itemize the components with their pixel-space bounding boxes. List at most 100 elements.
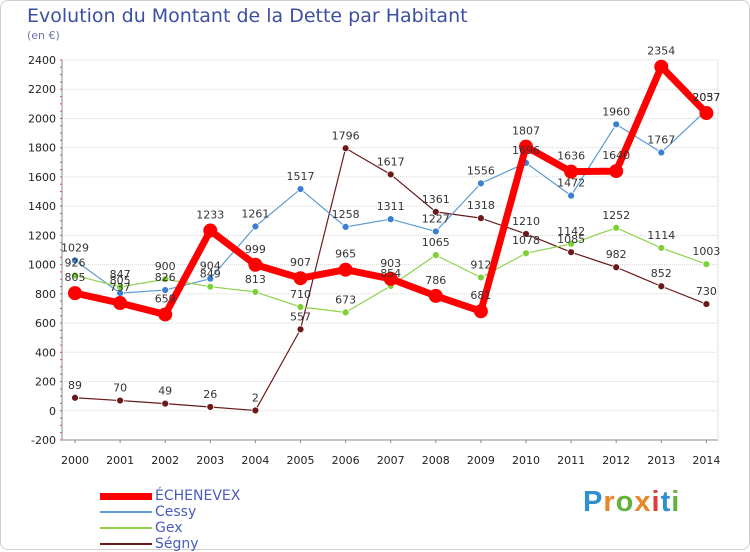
legend-label: Cessy <box>155 504 197 520</box>
data-point <box>657 282 666 291</box>
data-label: 903 <box>380 257 401 270</box>
legend-item: Cessy <box>100 504 240 520</box>
data-label: 999 <box>245 243 266 256</box>
data-label: 1261 <box>241 207 269 220</box>
data-point <box>476 273 485 282</box>
data-point <box>338 262 353 277</box>
data-label: 89 <box>68 379 82 392</box>
data-label: 70 <box>113 382 127 395</box>
data-point <box>251 288 260 296</box>
data-label: 847 <box>110 268 131 281</box>
data-label: 1029 <box>61 241 89 254</box>
data-label: 659 <box>155 292 176 305</box>
y-tick-label: 1800 <box>28 142 56 155</box>
data-label: 904 <box>200 260 221 273</box>
data-point <box>609 164 624 179</box>
x-tick-label: 2004 <box>241 454 269 467</box>
data-label: 1361 <box>422 193 450 206</box>
data-point <box>161 286 170 294</box>
data-point <box>206 282 215 291</box>
data-label: 2037 <box>692 91 720 104</box>
data-point <box>612 263 621 272</box>
x-tick-label: 2000 <box>61 454 89 467</box>
y-tick-label: 1400 <box>28 200 56 213</box>
data-point <box>702 260 711 269</box>
data-point <box>654 59 669 74</box>
data-point <box>116 396 124 405</box>
data-label: 737 <box>110 281 131 294</box>
data-label: 900 <box>155 260 176 273</box>
data-label: 805 <box>110 274 131 287</box>
data-point <box>161 399 170 408</box>
data-label: 813 <box>245 273 266 286</box>
data-label: 1556 <box>467 164 495 177</box>
y-tick-label: 2400 <box>28 54 56 67</box>
data-point <box>206 403 215 411</box>
data-label: 1311 <box>377 200 405 213</box>
data-point <box>68 286 82 301</box>
data-label: 1517 <box>287 170 315 183</box>
data-point <box>161 275 170 284</box>
legend-item: ÉCHENEVEX <box>100 488 240 504</box>
y-tick-label: 2000 <box>28 112 56 125</box>
legend-item: Ségny <box>100 536 240 552</box>
x-tick-label: 2013 <box>647 454 675 467</box>
data-point <box>386 170 395 179</box>
legend-swatch <box>100 492 152 500</box>
data-point <box>116 283 124 291</box>
data-point <box>251 222 260 231</box>
data-point <box>341 144 350 153</box>
data-point <box>431 251 440 260</box>
data-label: 1696 <box>512 144 540 157</box>
data-point <box>158 307 173 322</box>
data-label: 852 <box>651 267 672 280</box>
x-tick-label: 2008 <box>422 454 450 467</box>
data-point <box>428 288 443 303</box>
y-tick-label: 600 <box>35 317 56 330</box>
y-tick-label: 1600 <box>28 171 56 184</box>
y-tick-label: 200 <box>35 376 56 389</box>
x-tick-label: 2007 <box>377 454 405 467</box>
data-label: 730 <box>696 285 717 298</box>
data-label: 710 <box>290 288 311 301</box>
x-tick-label: 2011 <box>557 454 585 467</box>
data-label: 1807 <box>512 125 540 138</box>
data-label: 1078 <box>512 234 540 247</box>
data-label: 907 <box>290 256 311 269</box>
series-lines <box>68 59 714 415</box>
data-point <box>296 303 305 311</box>
data-label: 1636 <box>557 150 585 163</box>
data-label: 681 <box>470 289 491 302</box>
y-tick-label: 1000 <box>28 259 56 272</box>
data-label: 1003 <box>692 245 720 258</box>
legend-swatch <box>100 511 152 513</box>
data-label: 1318 <box>467 199 495 212</box>
x-tick-label: 2014 <box>692 454 720 467</box>
data-label: 2 <box>252 391 259 404</box>
data-label: 1252 <box>602 209 630 222</box>
data-point <box>386 215 395 224</box>
y-tick-label: 2200 <box>28 83 56 96</box>
data-label: 786 <box>425 274 446 287</box>
data-label: 1142 <box>557 225 585 238</box>
legend-label: ÉCHENEVEX <box>155 488 241 504</box>
data-label: 1472 <box>557 177 585 190</box>
data-point <box>206 274 215 283</box>
data-label: 1227 <box>422 212 450 225</box>
data-point <box>248 257 263 272</box>
chart-title: Evolution du Montant de la Dette par Hab… <box>27 5 468 27</box>
data-label: 1767 <box>647 134 675 147</box>
chart-subtitle: (en €) <box>27 29 60 42</box>
data-point <box>564 164 579 179</box>
legend-label: Gex <box>155 520 183 536</box>
y-tick-label: 800 <box>35 288 56 301</box>
legend-item: Gex <box>100 520 240 536</box>
data-point <box>341 223 350 231</box>
data-point <box>431 227 440 236</box>
x-tick-label: 2003 <box>196 454 224 467</box>
data-label: 912 <box>470 258 491 271</box>
x-tick-label: 2012 <box>602 454 630 467</box>
data-label: 1796 <box>332 129 360 142</box>
